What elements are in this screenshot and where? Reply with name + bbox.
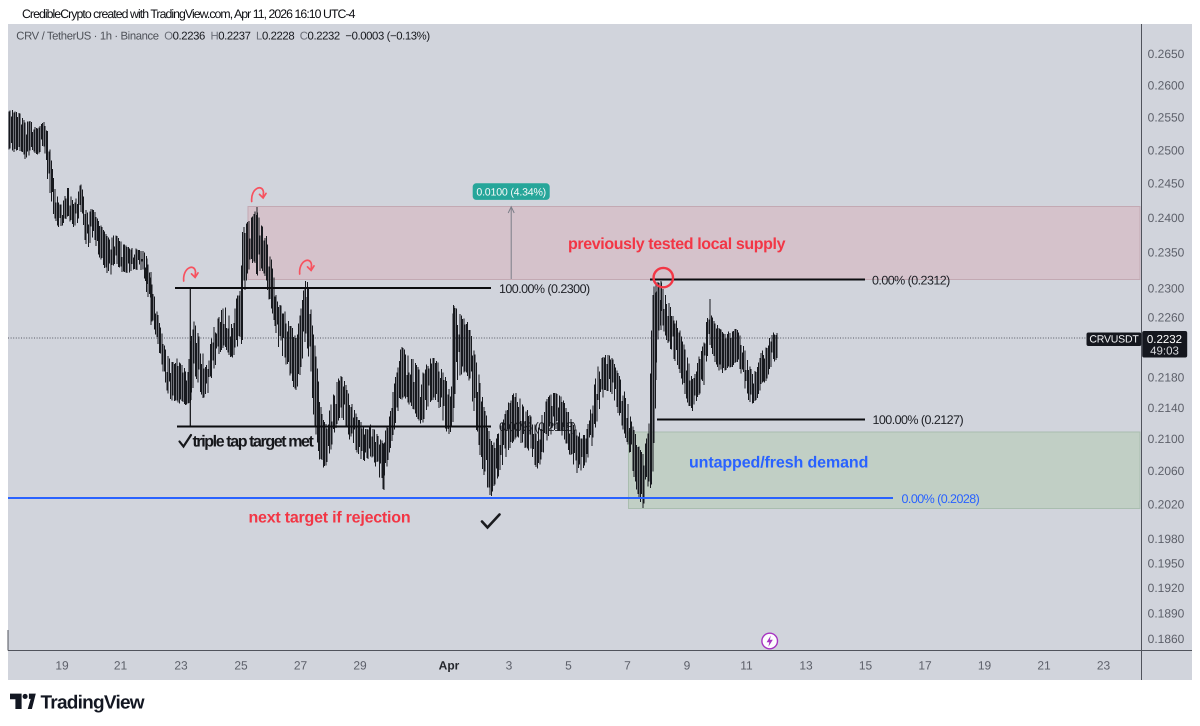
svg-text:21: 21 <box>1037 659 1051 673</box>
svg-text:0.2180: 0.2180 <box>1148 371 1185 385</box>
svg-text:0.2260: 0.2260 <box>1148 310 1185 324</box>
svg-text:29: 29 <box>353 659 367 673</box>
svg-text:100.00% (0.2127): 100.00% (0.2127) <box>873 413 964 427</box>
svg-text:0.2350: 0.2350 <box>1148 246 1185 260</box>
svg-text:0.1980: 0.1980 <box>1148 532 1185 546</box>
svg-text:3: 3 <box>506 659 513 673</box>
svg-text:0.2600: 0.2600 <box>1148 78 1185 92</box>
svg-text:triple tap target met: triple tap target met <box>193 433 315 450</box>
svg-text:0.2500: 0.2500 <box>1148 143 1185 157</box>
svg-text:23: 23 <box>1097 659 1111 673</box>
svg-text:49:03: 49:03 <box>1150 346 1179 358</box>
svg-text:0.2232: 0.2232 <box>1147 334 1182 346</box>
svg-text:0.1920: 0.1920 <box>1148 581 1185 595</box>
svg-text:21: 21 <box>114 659 128 673</box>
svg-text:5: 5 <box>565 659 572 673</box>
svg-text:11: 11 <box>740 659 753 673</box>
svg-text:0.2450: 0.2450 <box>1148 177 1185 191</box>
svg-text:next target if rejection: next target if rejection <box>249 509 411 526</box>
svg-text:0.2650: 0.2650 <box>1148 47 1185 61</box>
svg-text:CredibleCrypto created with Tr: CredibleCrypto created with TradingView.… <box>22 7 356 21</box>
svg-text:0.2300: 0.2300 <box>1148 281 1185 295</box>
svg-text:15: 15 <box>859 659 873 673</box>
svg-text:0.00% (0.2028): 0.00% (0.2028) <box>902 492 980 506</box>
svg-text:0.1860: 0.1860 <box>1148 632 1185 646</box>
svg-text:0.2400: 0.2400 <box>1148 211 1185 225</box>
svg-text:0.00% (0.2312): 0.00% (0.2312) <box>872 273 950 287</box>
svg-text:0.2100: 0.2100 <box>1148 432 1185 446</box>
svg-text:25: 25 <box>234 659 248 673</box>
svg-text:0.2060: 0.2060 <box>1148 464 1185 478</box>
svg-text:0.2140: 0.2140 <box>1148 401 1185 415</box>
svg-text:27: 27 <box>294 659 308 673</box>
svg-text:17: 17 <box>918 659 932 673</box>
svg-text:CRV / TetherUS · 1h · Binance: CRV / TetherUS · 1h · Binance O0.2236 H0… <box>16 30 430 42</box>
svg-text:7: 7 <box>624 659 631 673</box>
svg-text:0.1950: 0.1950 <box>1148 556 1185 570</box>
svg-text:0.1890: 0.1890 <box>1148 607 1185 621</box>
svg-text:13: 13 <box>799 659 813 673</box>
svg-text:9: 9 <box>684 659 691 673</box>
svg-text:Apr: Apr <box>439 659 460 673</box>
svg-text:100.00% (0.2300): 100.00% (0.2300) <box>499 282 590 296</box>
svg-text:CRVUSDT: CRVUSDT <box>1089 334 1139 346</box>
svg-text:TradingView: TradingView <box>41 693 145 714</box>
svg-text:0.2020: 0.2020 <box>1148 498 1185 512</box>
svg-text:untapped/fresh demand: untapped/fresh demand <box>689 454 868 471</box>
svg-text:0.2550: 0.2550 <box>1148 111 1185 125</box>
svg-text:0.0100 (4.34%): 0.0100 (4.34%) <box>476 187 546 199</box>
svg-text:19: 19 <box>55 659 69 673</box>
svg-text:23: 23 <box>174 659 188 673</box>
svg-text:19: 19 <box>978 659 992 673</box>
svg-text:previously tested local supply: previously tested local supply <box>568 236 786 253</box>
